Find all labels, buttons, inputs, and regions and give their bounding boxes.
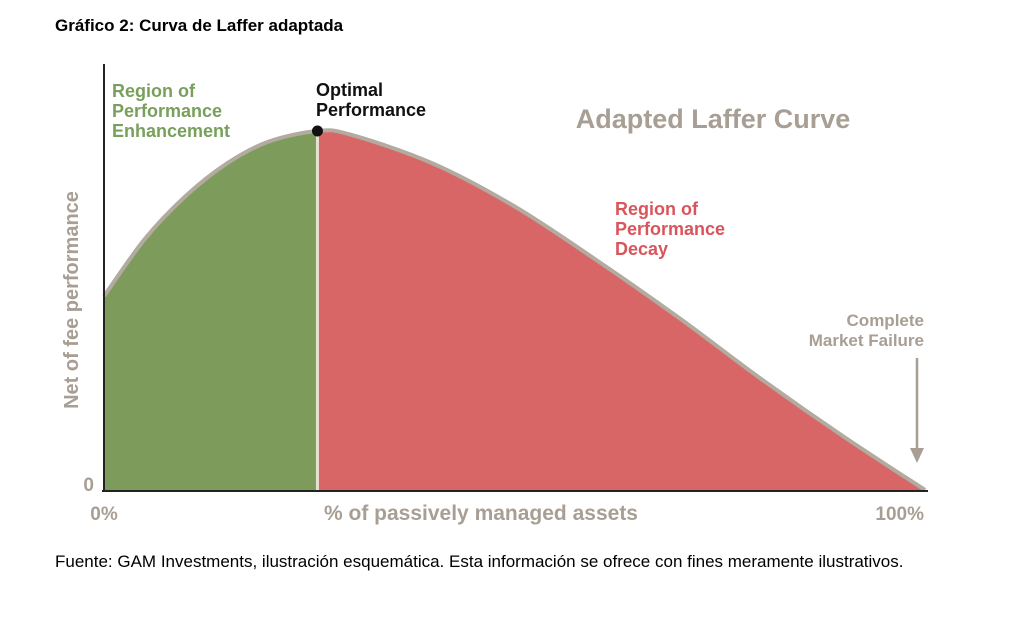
chart-labels: Net of fee performance 0 0% 100% % of passiv… bbox=[61, 80, 924, 525]
decay-region-label: Region of bbox=[615, 199, 699, 219]
market-failure-label: Complete bbox=[847, 311, 924, 330]
laffer-chart: Net of fee performance 0 0% 100% % of passiv… bbox=[61, 64, 928, 525]
optimal-performance-label: Performance bbox=[316, 100, 426, 120]
market-failure-arrow-icon bbox=[910, 448, 924, 463]
enhancement-region-label: Region of bbox=[112, 81, 196, 101]
region-area-decay bbox=[317, 130, 926, 490]
enhancement-region-label: Performance bbox=[112, 101, 222, 121]
x-tick-label: 0% bbox=[90, 504, 118, 525]
optimal-performance-label: Optimal bbox=[316, 80, 383, 100]
market-failure-label: Market Failure bbox=[809, 331, 924, 350]
decay-region-label: Decay bbox=[615, 239, 668, 259]
chart-areas bbox=[102, 125, 927, 492]
region-area-enhancement bbox=[104, 131, 318, 490]
y-axis-label: Net of fee performance bbox=[61, 191, 83, 409]
y-tick-label: 0 bbox=[83, 475, 94, 496]
source-note: Fuente: GAM Investments, ilustración esq… bbox=[55, 552, 904, 571]
figure-caption-title: Gráfico 2: Curva de Laffer adaptada bbox=[55, 16, 344, 35]
optimal-point-marker bbox=[311, 125, 323, 137]
decay-region-label: Performance bbox=[615, 219, 725, 239]
laffer-curve-line bbox=[102, 128, 927, 492]
x-axis-label: % of passively managed assets bbox=[324, 502, 638, 525]
chart-axes bbox=[102, 64, 928, 492]
chart-title: Adapted Laffer Curve bbox=[576, 104, 851, 134]
enhancement-region-label: Enhancement bbox=[112, 121, 230, 141]
x-tick-label: 100% bbox=[875, 504, 924, 525]
